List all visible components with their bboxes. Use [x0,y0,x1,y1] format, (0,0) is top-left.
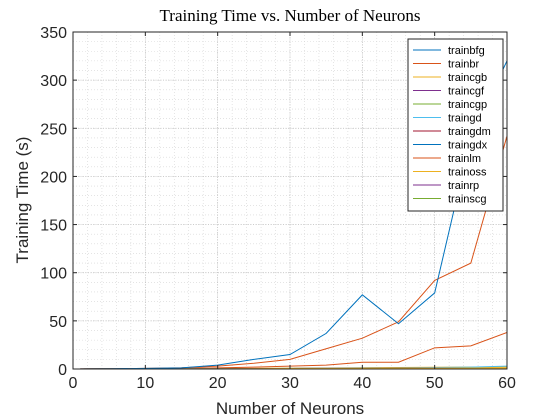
legend-box [407,38,504,212]
legend-label-trainoss: trainoss [448,167,487,179]
legend-label-trainbr: trainbr [448,59,480,71]
legend-label-trainlm: trainlm [448,153,481,165]
x-axis-label: Number of Neurons [216,399,364,418]
y-axis-label: Training Time (s) [13,137,32,264]
legend-label-traincgf: traincgf [448,86,485,98]
y-tick-label: 0 [58,362,67,379]
x-tick-label: 50 [426,375,444,392]
y-tick-label: 100 [40,266,67,283]
x-tick-label: 60 [498,375,516,392]
y-tick-label: 50 [49,314,67,331]
legend-label-traingd: traingd [448,113,482,125]
chart-title: Training Time vs. Number of Neurons [160,6,421,25]
legend-label-traincgb: traincgb [448,72,487,84]
axis-ticks [72,31,508,370]
legend-label-traingdx: traingdx [448,140,488,152]
y-tick-label: 300 [40,73,67,90]
legend-label-traingdm: traingdm [448,126,491,138]
x-tick-label: 10 [136,375,154,392]
legend-label-trainrp: trainrp [448,180,479,192]
x-tick-labels: 0 10 20 30 40 50 60 [69,375,516,392]
legend-label-traincgp: traincgp [448,99,487,111]
y-tick-label: 200 [40,169,67,186]
x-tick-label: 0 [69,375,78,392]
legend-label-trainscg: trainscg [448,194,487,206]
x-tick-label: 20 [209,375,227,392]
y-tick-labels: 0 50 100 150 200 250 300 350 [40,25,67,379]
x-tick-label: 30 [281,375,299,392]
legend-label-trainbfg: trainbfg [448,45,485,57]
y-tick-label: 250 [40,121,67,138]
y-tick-label: 350 [40,25,67,42]
y-tick-label: 150 [40,218,67,235]
x-tick-label: 40 [353,375,371,392]
